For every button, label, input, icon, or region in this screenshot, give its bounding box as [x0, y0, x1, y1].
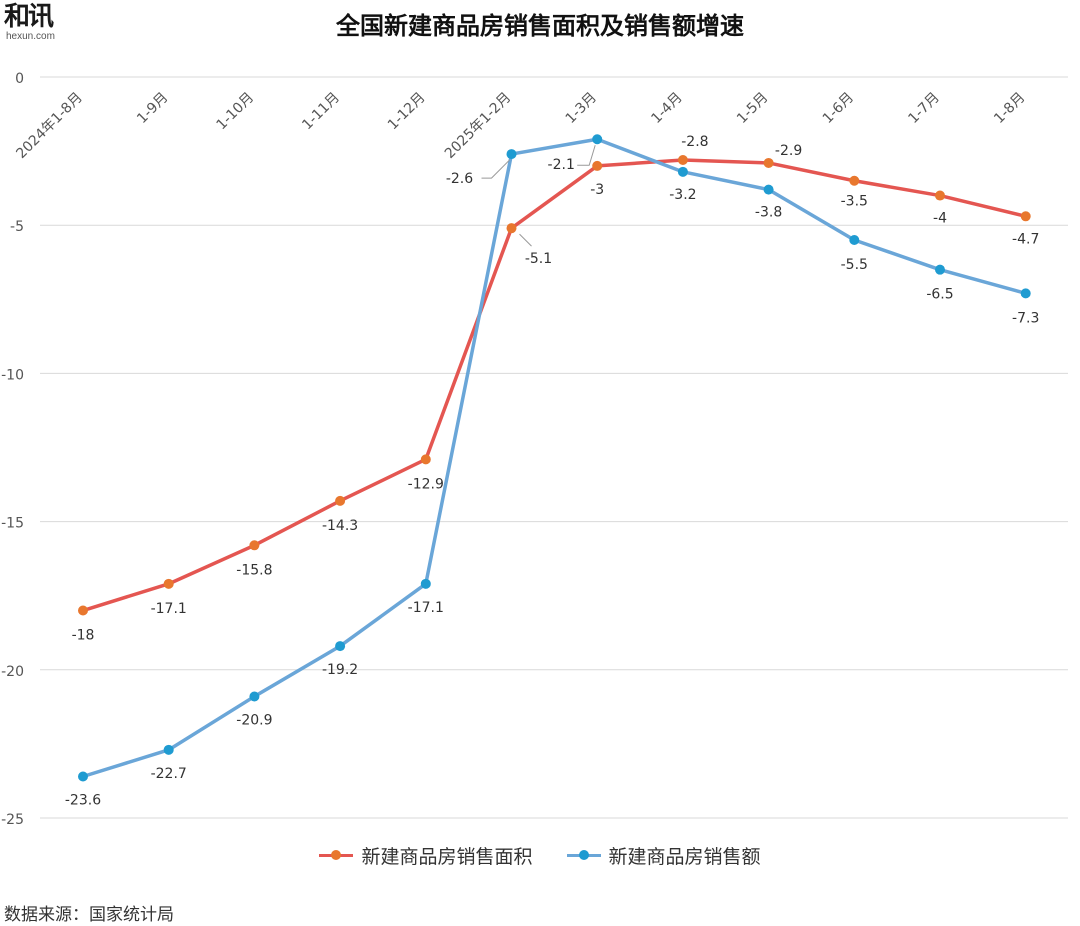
x-tick-label: 1-10月: [214, 90, 258, 134]
x-tick-label: 1-12月: [385, 90, 429, 134]
hexun-logo: 和讯 hexun.com: [4, 2, 55, 42]
data-point: [335, 641, 346, 652]
data-point: [249, 540, 260, 551]
data-label: -2.1: [548, 157, 575, 173]
data-label: -22.7: [151, 766, 187, 782]
data-point: [1020, 211, 1031, 222]
data-label: -5.5: [841, 257, 868, 273]
data-label: -3.2: [669, 187, 696, 203]
data-point: [78, 605, 88, 616]
x-tick-label: 2025年1-2月: [442, 90, 514, 162]
data-point: [78, 771, 88, 782]
data-label: -3.8: [755, 205, 782, 221]
data-label: -6.5: [926, 287, 953, 303]
y-tick-label: -20: [1, 664, 24, 680]
data-point: [506, 149, 517, 160]
leader-line: [481, 159, 510, 179]
data-point: [249, 691, 260, 702]
y-tick-label: -15: [1, 516, 24, 532]
data-label: -5.1: [525, 251, 552, 267]
data-point: [935, 190, 945, 201]
data-point: [677, 166, 688, 177]
legend-label-area: 新建商品房销售面积: [361, 846, 533, 868]
data-point: [420, 454, 431, 465]
data-point: [763, 184, 774, 195]
data-point: [163, 744, 174, 755]
logo-subtext: hexun.com: [6, 31, 55, 42]
x-tick-label: 2024年1-8月: [13, 90, 85, 162]
series-line: [82, 158, 1027, 613]
data-point: [420, 578, 431, 589]
data-point: [763, 157, 774, 168]
data-point: [592, 134, 603, 145]
data-label: -17.1: [151, 601, 187, 617]
x-tick-label: 1-8月: [991, 90, 1028, 127]
y-tick-label: 0: [15, 71, 24, 87]
x-tick-label: 1-11月: [299, 90, 343, 134]
data-label: -23.6: [65, 793, 101, 809]
data-point: [335, 495, 346, 506]
x-tick-label: 1-7月: [905, 90, 942, 127]
data-label: -18: [72, 628, 95, 644]
data-point: [506, 223, 517, 234]
chart-legend: 新建商品房销售面积 新建商品房销售额: [0, 842, 1080, 869]
data-label: -3: [590, 182, 604, 198]
data-label: -7.3: [1012, 310, 1039, 326]
data-label: -19.2: [322, 662, 358, 678]
legend-item-amount: 新建商品房销售额: [566, 842, 761, 869]
chart-title: 全国新建商品房销售面积及销售额增速: [336, 12, 744, 40]
logo-text: 和讯: [4, 2, 54, 32]
data-label: -15.8: [236, 562, 272, 578]
data-point: [592, 160, 603, 171]
data-label: -2.6: [446, 171, 473, 187]
leader-line: [577, 145, 596, 166]
data-label: -2.8: [681, 134, 708, 150]
data-label: -17.1: [408, 600, 444, 616]
data-label: -2.9: [775, 143, 802, 159]
data-source-note: 数据来源：国家统计局: [4, 905, 174, 925]
y-tick-label: -25: [1, 812, 24, 828]
data-point: [163, 578, 174, 589]
legend-label-amount: 新建商品房销售额: [608, 846, 761, 868]
data-label: -4.7: [1012, 231, 1039, 247]
data-label: -4: [933, 211, 947, 227]
legend-swatch-area: [319, 850, 354, 860]
data-point: [935, 264, 945, 275]
x-tick-label: 1-3月: [563, 90, 600, 127]
series-line: [82, 137, 1027, 779]
data-point: [849, 175, 860, 186]
x-tick-label: 1-5月: [734, 90, 771, 127]
x-tick-label: 1-6月: [820, 90, 857, 127]
y-tick-label: -10: [1, 367, 24, 383]
data-label: -14.3: [322, 518, 358, 534]
leader-line: [519, 233, 532, 247]
data-label: -20.9: [236, 712, 272, 728]
data-point: [849, 235, 860, 246]
x-tick-label: 1-4月: [648, 90, 685, 127]
data-label: -12.9: [408, 476, 444, 492]
legend-swatch-amount: [566, 850, 601, 860]
data-label: -3.5: [841, 194, 868, 210]
data-point: [1020, 288, 1031, 299]
data-point: [677, 154, 688, 165]
y-tick-label: -5: [10, 219, 24, 235]
x-tick-label: 1-9月: [134, 90, 171, 127]
legend-item-area: 新建商品房销售面积: [319, 842, 533, 869]
